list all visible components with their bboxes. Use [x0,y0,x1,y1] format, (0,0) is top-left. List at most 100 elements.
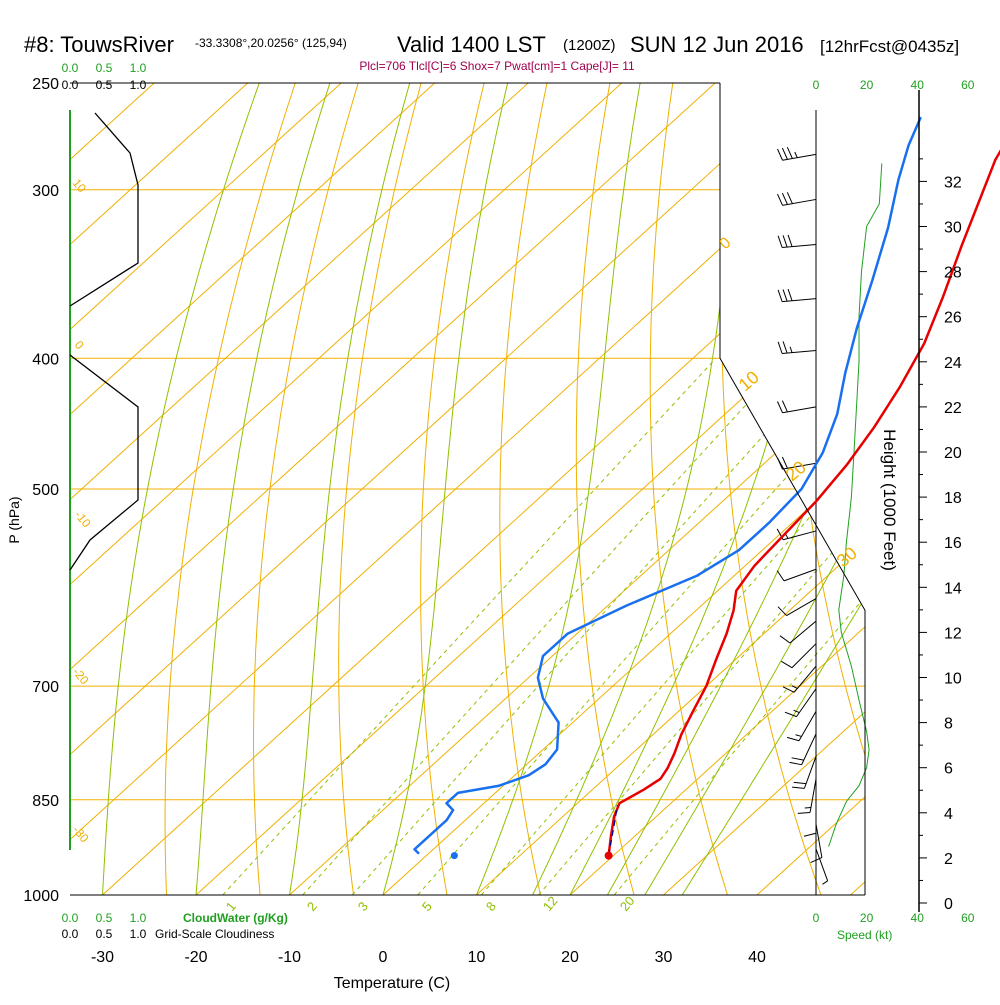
wind-barb-flag [787,192,792,203]
mixing-ratio-line [614,358,1000,895]
mixing-ratio-line [539,358,1000,895]
wind-barb-half-flag [796,735,802,737]
mixing-ratio-label: 8 [483,899,499,914]
wind-barb-staff [783,407,816,413]
mixing-ratio-line [223,358,716,895]
speed-top-tick: 60 [961,78,975,92]
mixing-ratio-line [352,358,833,895]
wind-barb-flag [778,342,782,354]
temperature-line [609,124,1000,856]
mixing-ratio-label: 5 [419,899,435,914]
sounding-series [415,117,1000,860]
mixing-ratio-line [418,358,893,895]
wind-barb [792,756,816,788]
mixing-ratio-line [303,358,789,895]
temperature-tick-label: 10 [468,949,486,966]
wind-barb-flag [778,290,782,302]
wind-barb-flag [798,812,810,813]
height-axis-title: Height (1000 Feet) [880,429,899,571]
wind-barb [778,235,816,248]
wind-barb-staff [799,711,816,740]
wind-barb-flag [787,147,792,158]
cloudiness-axis-label: Grid-Scale Cloudiness [155,927,274,941]
wind-barb-flag [783,341,787,353]
background-grid [0,83,1000,895]
temperature-tick-label: -30 [91,949,114,966]
wind-barb-flag [780,636,790,643]
station-title: #8: TouwsRiver [24,32,174,57]
wind-speed-profile [829,163,882,846]
cloudiness-bottom-tick: 0.0 [62,927,79,941]
moist-adiabat-label: -20 [70,665,92,688]
cloudiness-top-tick: 0.5 [96,78,113,92]
temperature-tick-label: 40 [748,949,766,966]
moist-adiabat-label: 10 [70,176,90,195]
wind-barb [778,289,816,302]
surface-temperature-marker [605,852,613,860]
valid-time: Valid 1400 LST [397,32,546,57]
pressure-tick-label: 300 [32,183,59,200]
dry-adiabat-label: 0 [717,234,735,253]
wind-barb [787,711,816,740]
temperature-tick-label: -20 [184,949,207,966]
temperature-tick-label: -10 [278,949,301,966]
wind-barb [781,644,816,668]
station-coords: -33.3308°,20.0256° (125,94) [195,36,347,50]
wind-barb [804,799,816,836]
chart-header: #8: TouwsRiver -33.3308°,20.0256° (125,9… [24,32,959,73]
height-tick-label: 8 [944,716,953,733]
dry-adiabat-line [987,83,1000,895]
wind-barb [777,401,816,413]
temperature-tick-label: 0 [379,949,388,966]
wind-barb-flag [782,401,787,412]
wind-barb-flag [782,148,787,159]
wind-barb-flag [782,193,787,204]
cloudiness-top-tick: 1.0 [130,78,147,92]
mixing-ratio-label: 20 [617,893,638,914]
wind-barb-flag [788,235,792,247]
wind-barb-flag [783,289,787,301]
stability-indices: Plcl=706 Tlcl[C]=6 Shox=7 Pwat[cm]=1 Cap… [359,59,635,73]
wind-barb [777,569,816,581]
speed-bottom-tick: 0 [813,911,820,925]
x-axis-title: Temperature (C) [334,975,450,992]
wind-barb-flag [789,762,801,764]
speed-top-tick: 40 [911,78,925,92]
wind-barb [798,779,816,813]
cloudwater-bottom-tick: 0.5 [96,911,113,925]
y-axis-title: P (hPa) [6,496,22,543]
pressure-tick-label: 700 [32,679,59,696]
wind-barb-half-flag [823,881,828,884]
wind-barb-staff [796,689,816,717]
cloudwater-top-tick: 0.0 [62,61,79,75]
wind-barb-flag [787,737,799,740]
pressure-tick-label: 500 [32,482,59,499]
mixing-ratio-label: 2 [304,899,320,914]
wind-barb-flag [788,289,792,301]
dewpoint-line [415,117,921,854]
height-tick-label: 12 [944,625,962,642]
cloudwater-axis-label: CloudWater (g/Kg) [183,911,288,925]
wind-barb-flag [777,402,782,413]
height-tick-label: 28 [944,265,962,282]
surface-dewpoint-marker [451,852,458,859]
wind-barb-flag [783,235,787,247]
wind-barb-flag [777,194,782,205]
speed-top-tick: 0 [813,78,820,92]
speed-bottom-tick: 60 [961,911,975,925]
height-tick-label: 0 [944,896,953,913]
cloudiness-bottom-tick: 0.5 [96,927,113,941]
height-tick-label: 14 [944,580,962,597]
wind-barb-flag [804,833,816,836]
wind-barb-staff [783,154,816,160]
wind-barb-half-flag [795,152,798,158]
wind-barb-flag [794,782,806,783]
forecast-date: SUN 12 Jun 2016 [630,32,804,57]
speed-top-tick: 20 [860,78,874,92]
wind-barb [777,192,816,205]
pressure-tick-label: 400 [32,351,59,368]
mixing-ratio-label: 12 [540,893,561,914]
